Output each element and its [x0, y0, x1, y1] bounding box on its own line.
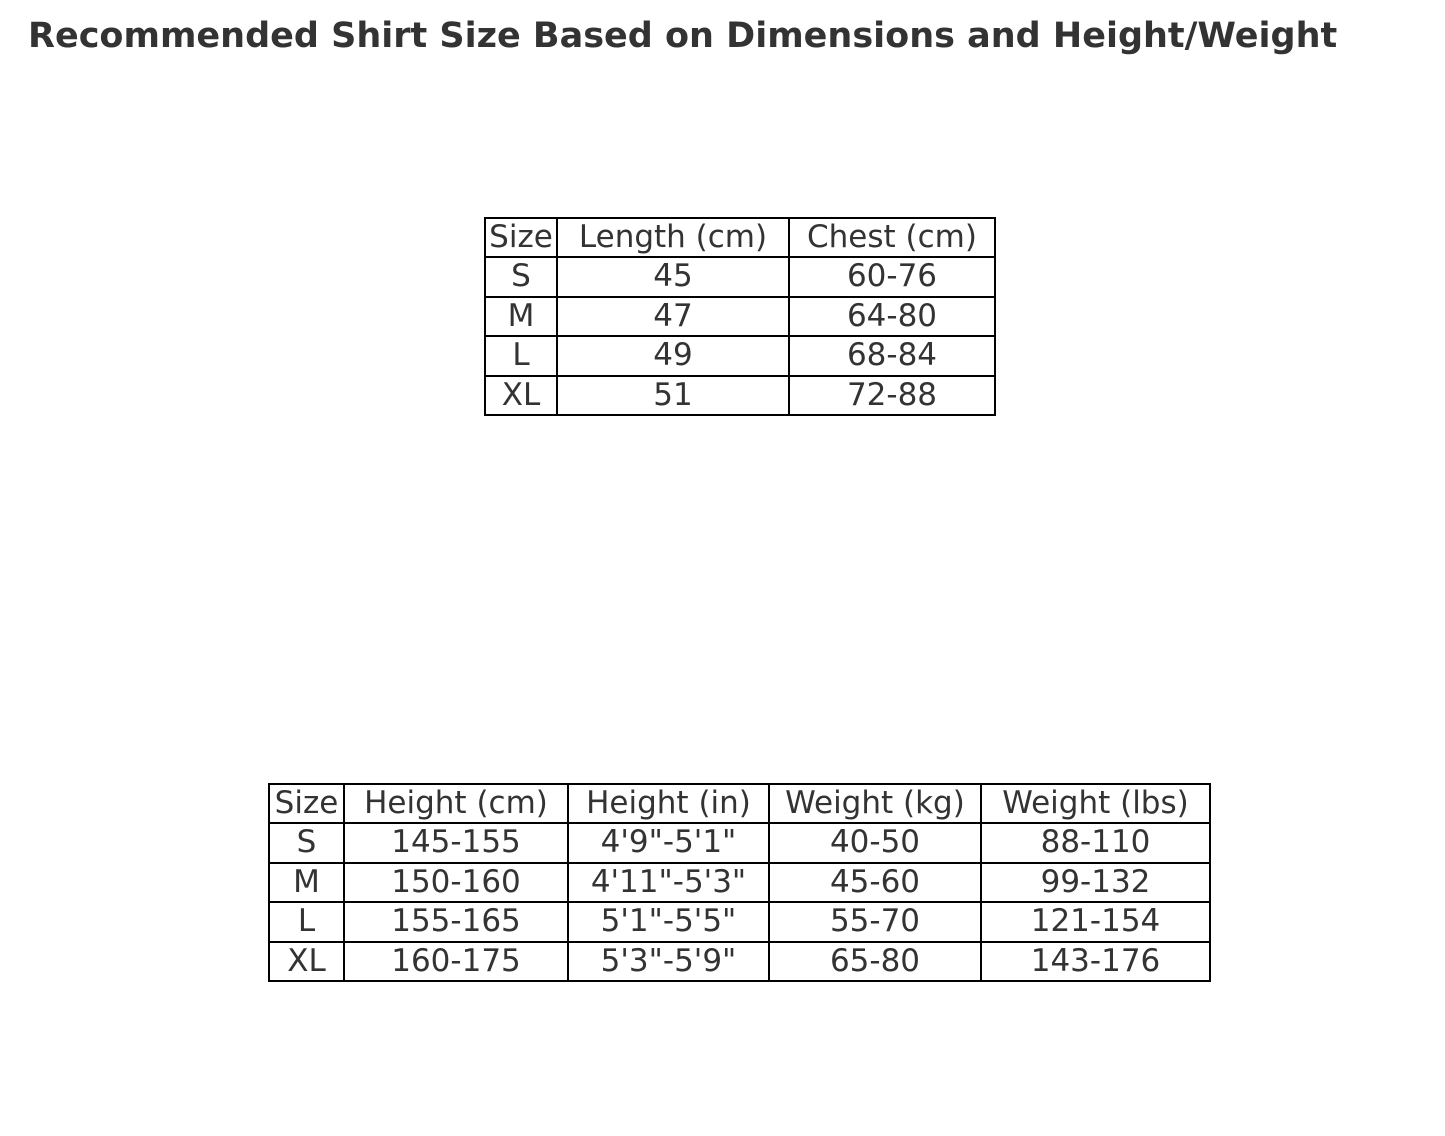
figure-title: Recommended Shirt Size Based on Dimensio…	[28, 16, 1338, 56]
table-cell: 65-80	[768, 940, 982, 983]
table-cell: XL	[268, 940, 345, 983]
table-cell: 60-76	[788, 256, 996, 298]
column-header-height-in: Height (in)	[567, 782, 770, 825]
table-cell: 64-80	[788, 295, 996, 338]
table-cell: M	[268, 861, 345, 904]
table-cell: 99-132	[980, 861, 1211, 904]
column-header-chest-cm: Chest (cm)	[788, 216, 996, 259]
table-cell: 88-110	[980, 822, 1211, 864]
table-cell: 4'11"-5'3"	[567, 861, 770, 904]
table-cell: 5'3"-5'9"	[567, 940, 770, 983]
column-header-size: Size	[268, 782, 345, 825]
column-header-height-cm: Height (cm)	[343, 782, 569, 825]
table-cell: 160-175	[343, 940, 569, 983]
table-cell: 45-60	[768, 861, 982, 904]
table-row: S 145-155 4'9"-5'1" 40-50 88-110	[268, 822, 1211, 864]
table-cell: 40-50	[768, 822, 982, 864]
table-cell: 143-176	[980, 940, 1211, 983]
table-cell: 45	[556, 256, 790, 298]
table-cell: L	[268, 901, 345, 943]
height-weight-table: Size Height (cm) Height (in) Weight (kg)…	[268, 782, 1211, 983]
table-cell: 145-155	[343, 822, 569, 864]
table-cell: 72-88	[788, 374, 996, 417]
table-cell: 155-165	[343, 901, 569, 943]
table-cell: S	[484, 256, 558, 298]
table-cell: 55-70	[768, 901, 982, 943]
table-row: L 155-165 5'1"-5'5" 55-70 121-154	[268, 901, 1211, 943]
table-row: M 47 64-80	[484, 295, 996, 338]
column-header-weight-lbs: Weight (lbs)	[980, 782, 1211, 825]
shirt-dimensions-table: Size Length (cm) Chest (cm) S 45 60-76 M…	[484, 216, 996, 417]
table-cell: 49	[556, 335, 790, 377]
table-row: XL 160-175 5'3"-5'9" 65-80 143-176	[268, 940, 1211, 983]
table-cell: 51	[556, 374, 790, 417]
table-cell: M	[484, 295, 558, 338]
table-cell: 150-160	[343, 861, 569, 904]
table-cell: 4'9"-5'1"	[567, 822, 770, 864]
column-header-length-cm: Length (cm)	[556, 216, 790, 259]
table-row: XL 51 72-88	[484, 374, 996, 417]
table-header-row: Size Length (cm) Chest (cm)	[484, 216, 996, 259]
table-row: M 150-160 4'11"-5'3" 45-60 99-132	[268, 861, 1211, 904]
table-header-row: Size Height (cm) Height (in) Weight (kg)…	[268, 782, 1211, 825]
column-header-size: Size	[484, 216, 558, 259]
table-cell: 47	[556, 295, 790, 338]
table-cell: XL	[484, 374, 558, 417]
table-row: L 49 68-84	[484, 335, 996, 377]
table-cell: 121-154	[980, 901, 1211, 943]
table-cell: 68-84	[788, 335, 996, 377]
table-cell: S	[268, 822, 345, 864]
table-cell: L	[484, 335, 558, 377]
table-cell: 5'1"-5'5"	[567, 901, 770, 943]
column-header-weight-kg: Weight (kg)	[768, 782, 982, 825]
table-row: S 45 60-76	[484, 256, 996, 298]
